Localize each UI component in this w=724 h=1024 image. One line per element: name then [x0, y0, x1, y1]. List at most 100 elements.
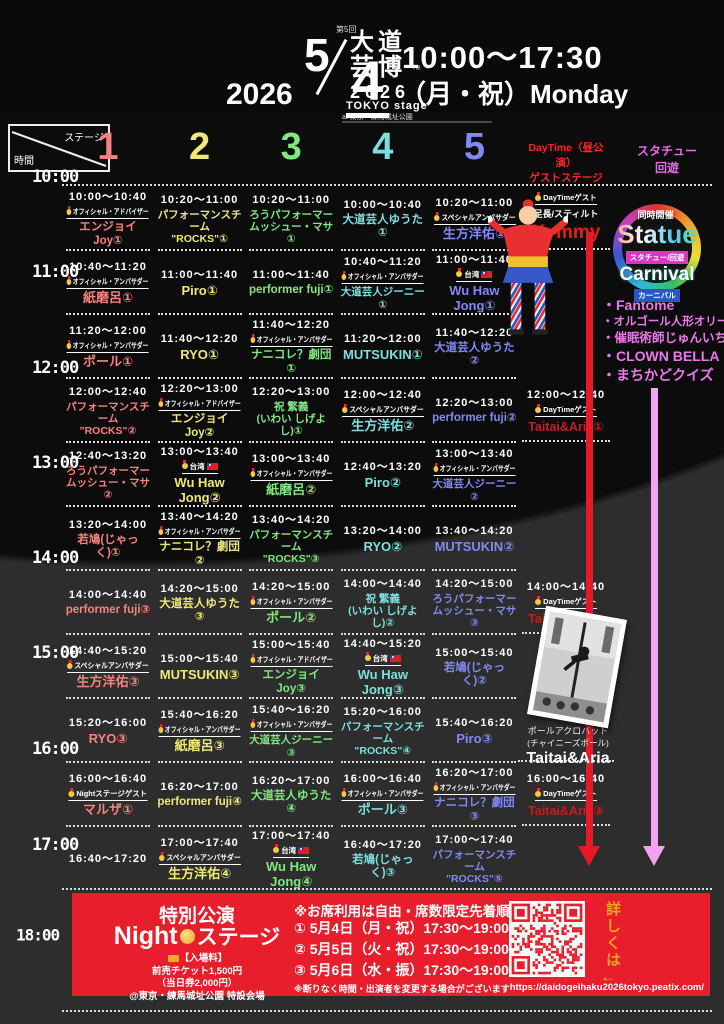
- cell-stage3-slot9: 15:40〜16:20 オフィシャル・アンバサダー 大道芸人ジーニー③: [248, 698, 334, 763]
- stage-5-column: 10:20〜11:00 スペシャルアンバサダー 生方洋佑① 11:00〜11:40 台湾…: [428, 186, 520, 890]
- taiwan-flag-icon: [389, 654, 401, 662]
- performer-name: ナニコレ？劇団①: [250, 349, 332, 375]
- cell-stage2-slot3: 11:40〜12:20 RYO①: [157, 314, 243, 379]
- cell-stage1-slot5: 12:40〜13:20 ろうパフォーマー ムッシュー・マサ②: [65, 442, 151, 507]
- guest-badge: オフィシャル・アンバサダー: [158, 723, 241, 738]
- cell-time: 12:00〜12:40: [343, 389, 422, 402]
- caption-line1: ポールアクロバット: [527, 726, 609, 736]
- kymmy-role: 足長/スティルト: [533, 209, 599, 219]
- medal-icon: [535, 787, 542, 797]
- performer-name: パフォーマンスチーム "ROCKS"④: [340, 720, 425, 758]
- cell-stage1-slot11: 16:40〜17:20: [65, 826, 151, 890]
- cell-time: 14:00〜14:40: [343, 577, 422, 590]
- medal-icon: [67, 339, 72, 349]
- medal-icon: [364, 652, 371, 662]
- cell-time: 14:00〜14:40: [526, 581, 606, 593]
- cell-stage2-slot2: 11:00〜11:40 Piro①: [157, 250, 243, 315]
- cell-stage2-slot10: 16:20〜17:00 performer fuji④: [157, 762, 243, 827]
- performer-name: 紙磨呂②: [266, 482, 317, 498]
- medal-icon: [433, 781, 439, 791]
- performer-name: ろうパフォーマー ムッシュー・マサ③: [432, 592, 517, 630]
- cell-stage2-slot6: 13:40〜14:20 オフィシャル・アンバサダー ナニコレ？劇団②: [157, 506, 243, 571]
- cell-time: 11:00〜11:40: [161, 268, 239, 281]
- cell-time: 17:00〜17:40: [160, 837, 239, 850]
- medal-icon: [535, 191, 542, 201]
- qr-code: [509, 901, 585, 977]
- performer-name: 生方洋佑②: [351, 418, 415, 434]
- performer-name: Piro①: [181, 282, 218, 298]
- statue-performer-item: ・まちかどクイズ: [602, 367, 714, 384]
- event-weekday: （月・祝）Monday: [400, 79, 629, 109]
- cell-time: 14:40〜15:20: [68, 645, 148, 658]
- cell-time: 16:00〜16:40: [68, 773, 148, 786]
- performer-name: 生方洋佑①: [442, 226, 506, 242]
- medal-icon: [341, 270, 347, 280]
- cell-stage3-slot1: 10:20〜11:00 ろうパフォーマー ムッシュー・マサ①: [248, 186, 334, 251]
- cell-stage4-slot6: 13:20〜14:00 RYO②: [340, 506, 426, 571]
- night-stage-banner: 特別公演 Night ステージ 【入場料】 前売チケット1,500円 （当日券2…: [72, 893, 710, 1002]
- performer-name: パフォーマンスチーム "ROCKS"③: [249, 528, 334, 566]
- badge-label: DayTimeゲスト: [543, 193, 597, 202]
- medal-icon: [341, 403, 348, 413]
- stage-1-header: 1: [97, 126, 119, 168]
- cell-time: 10:00〜10:40: [68, 191, 148, 204]
- grid-top-line: [62, 184, 712, 186]
- guest-badge: オフィシャル・アドバイザー: [158, 397, 241, 412]
- performer-name: パフォーマンスチーム "ROCKS"⑤: [432, 848, 517, 886]
- cell-stage5-slot11: 17:00〜17:40 パフォーマンスチーム "ROCKS"⑤: [431, 826, 517, 890]
- date-day: 4: [346, 48, 390, 118]
- performer-name: RYO②: [363, 538, 403, 554]
- statue-performer-list: ・Fantome・オルゴール人形オリーブ・催眠術師じゅんいち・CLOWN BEL…: [602, 296, 724, 385]
- cell-stage4-slot5: 12:40〜13:20 Piro②: [340, 442, 426, 507]
- stage-4-header: 4: [372, 126, 394, 168]
- guest-badge: スペシャルアンバサダー: [341, 403, 424, 418]
- cell-stage1-slot9: 15:20〜16:00 RYO③: [65, 698, 151, 763]
- night-stage-venue: @東京・練馬城址公園 特設会場: [129, 990, 265, 1002]
- performer-name: ろうパフォーマー ムッシュー・マサ②: [66, 464, 150, 502]
- cell-time: 12:40〜13:20: [68, 449, 148, 462]
- medal-icon: [181, 460, 188, 470]
- taiwan-flag-icon: [298, 846, 310, 854]
- night-label: Night: [113, 921, 178, 950]
- cell-time: 17:00〜17:40: [435, 833, 514, 846]
- trademark-label: TM: [412, 66, 421, 72]
- performer-name: 大道芸人ゆうた③: [159, 597, 240, 623]
- cell-time: 14:40〜15:20: [343, 637, 422, 650]
- cell-time: 17:00〜17:40: [252, 829, 331, 842]
- door-ticket-price: （当日券2,000円）: [156, 978, 238, 990]
- performer-name: performer fuji④: [157, 796, 242, 809]
- cell-stage2-slot8: 15:00〜15:40 MUTSUKIN③: [157, 634, 243, 699]
- time-label-1200: 12:00: [32, 358, 79, 378]
- cell-stage1-slot8: 14:40〜15:20 スペシャルアンバサダー 生方洋佑③: [65, 634, 151, 699]
- cell-stage2-slot11: 17:00〜17:40 スペシャルアンバサダー 生方洋佑④: [157, 826, 243, 890]
- cell-stage3-slot2: 11:00〜11:40 performer fuji①: [248, 250, 334, 315]
- badge-label: スペシャルアンバサダー: [440, 213, 516, 223]
- medal-icon: [433, 462, 439, 472]
- change-notice: ※断りなく時間・出演者を変更する場合がございます: [294, 984, 510, 994]
- cell-stage4-slot11: 16:40〜17:20 若鳩(じゃっく)③: [340, 826, 426, 890]
- cell-stage1-slot6: 13:20〜14:00 若鳩(じゃっく)①: [65, 506, 151, 571]
- caption-line2: (チャイニーズポール): [527, 738, 609, 748]
- cell-stage4-slot3: 11:20〜12:00 MUTSUKIN①: [340, 314, 426, 379]
- cell-time: 12:20〜13:00: [160, 383, 239, 396]
- badge-label: オフィシャル・アンバサダー: [256, 720, 333, 730]
- cell-time: 13:40〜14:20: [435, 524, 514, 537]
- night-show-date: ① 5月4日（月・祝）17:30〜19:00: [294, 920, 509, 936]
- logo-year: 2026: [350, 82, 411, 102]
- details-vertical-label: 詳しくは: [604, 901, 621, 969]
- rainbow-ring-icon: [613, 204, 701, 292]
- stage-3-column: 10:20〜11:00 ろうパフォーマー ムッシュー・マサ① 11:00〜11:40…: [245, 186, 337, 890]
- badge-label: オフィシャル・アンバサダー: [439, 464, 516, 474]
- cell-time: 13:20〜14:00: [343, 524, 422, 537]
- cell-time: 14:00〜14:40: [68, 589, 148, 602]
- caption-name: Taitai&Aria: [526, 750, 610, 767]
- diagonal-line: [11, 131, 107, 167]
- concurrent-event-tagline: 同時開催!: [598, 208, 716, 221]
- medal-icon: [66, 205, 72, 215]
- cell-stage5-slot7: 14:20〜15:00 ろうパフォーマー ムッシュー・マサ③: [431, 570, 517, 635]
- badge-label: DayTimeゲスト: [543, 789, 597, 798]
- performer-name: Wu Haw Jong②: [174, 474, 225, 505]
- performer-name: 大道芸人ジーニー②: [432, 478, 517, 503]
- performer-name: ポール③: [357, 802, 408, 818]
- medal-icon: [456, 268, 463, 278]
